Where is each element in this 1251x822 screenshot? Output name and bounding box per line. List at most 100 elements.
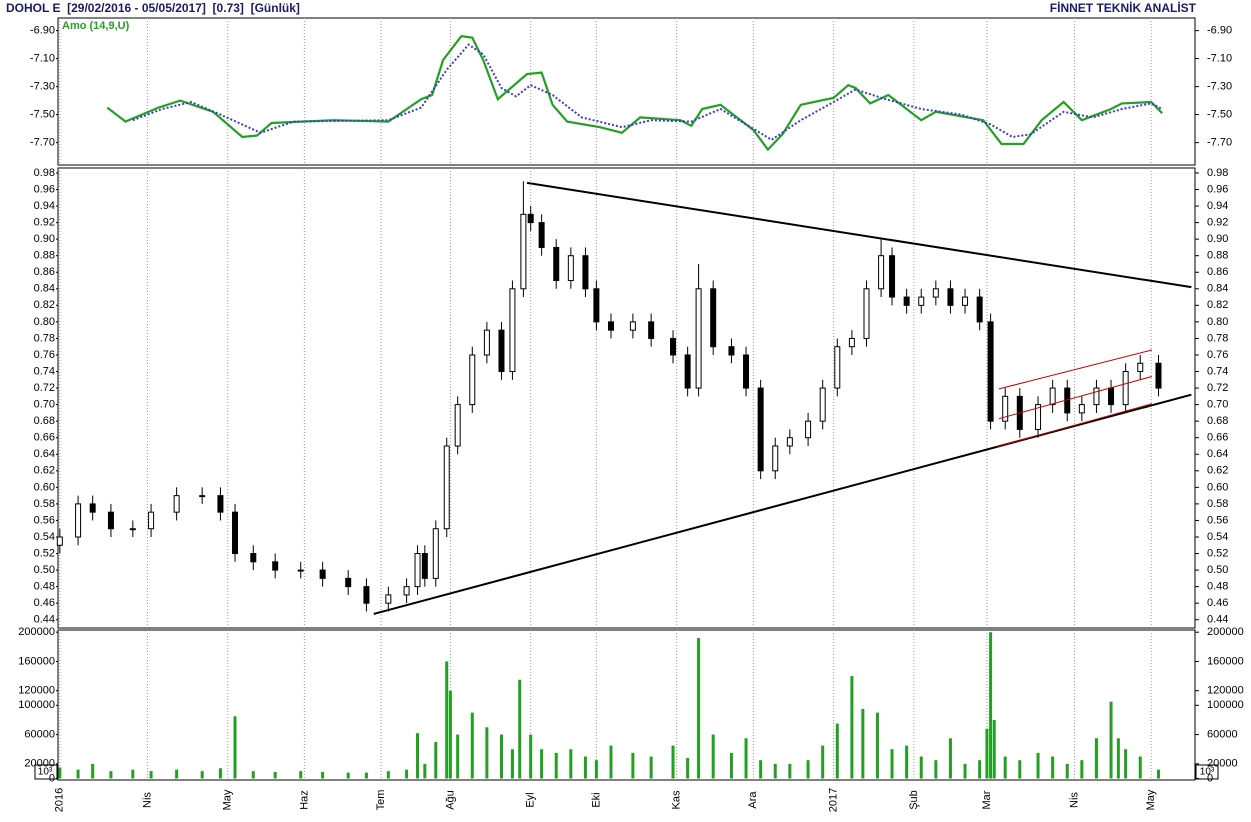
volume-bar bbox=[1003, 756, 1007, 779]
volume-bar bbox=[919, 756, 923, 779]
candle-body bbox=[363, 586, 370, 604]
candle-body bbox=[199, 495, 206, 498]
y-tick-label: 0.60 bbox=[1207, 481, 1228, 493]
volume-bar bbox=[1124, 749, 1128, 779]
volume-bar bbox=[890, 749, 894, 779]
y-tick-label: 60000 bbox=[24, 728, 55, 740]
candle-body bbox=[962, 296, 969, 306]
y-tick-label: 0.92 bbox=[1207, 217, 1228, 229]
y-tick-label: 0 bbox=[1207, 772, 1213, 784]
volume-bar bbox=[821, 745, 825, 779]
volume-bar bbox=[149, 771, 153, 779]
volume-bar bbox=[251, 771, 255, 779]
y-tick-label: 0.82 bbox=[1207, 299, 1228, 311]
y-tick-label: 160000 bbox=[18, 655, 55, 667]
y-tick-label: -7.10 bbox=[30, 53, 55, 65]
candle-body bbox=[232, 511, 239, 555]
volume-bar bbox=[806, 760, 810, 779]
volume-bar bbox=[631, 752, 635, 779]
volume-bar bbox=[518, 679, 522, 779]
y-tick-label: 0.90 bbox=[34, 233, 55, 245]
y-tick-label: 100000 bbox=[1207, 699, 1244, 711]
y-tick-label: 0.86 bbox=[34, 266, 55, 278]
y-tick-label: 0.54 bbox=[1207, 531, 1228, 543]
x-tick-label: Nis bbox=[141, 792, 153, 808]
volume-bar bbox=[529, 734, 533, 779]
volume-bar bbox=[405, 769, 409, 779]
volume-bar bbox=[456, 734, 460, 779]
x-tick-label: May bbox=[1145, 789, 1157, 810]
unit-label: 10³ bbox=[38, 767, 53, 778]
y-tick-label: 0.56 bbox=[34, 514, 55, 526]
y-tick-label: 0.48 bbox=[1207, 581, 1228, 593]
candle-body bbox=[297, 569, 304, 572]
candle-body bbox=[1035, 404, 1042, 430]
y-tick-label: -7.70 bbox=[1207, 137, 1232, 149]
y-tick-label: 0.68 bbox=[1207, 415, 1228, 427]
x-tick-label: Ara bbox=[747, 791, 759, 809]
x-tick-label: Eki bbox=[590, 792, 602, 807]
x-tick-label: Haz bbox=[298, 790, 310, 810]
y-tick-label: 0.86 bbox=[1207, 266, 1228, 278]
trend-line bbox=[373, 393, 1192, 615]
y-tick-label: 0.66 bbox=[1207, 432, 1228, 444]
candle-body bbox=[848, 337, 855, 348]
volume-bar bbox=[499, 734, 503, 779]
volume-bar bbox=[671, 745, 675, 779]
candle-body bbox=[1108, 387, 1115, 406]
volume-bar bbox=[729, 752, 733, 779]
y-tick-label: 0.50 bbox=[1207, 564, 1228, 576]
y-tick-label: 0.74 bbox=[34, 365, 55, 377]
y-tick-label: 160000 bbox=[1207, 655, 1244, 667]
y-tick-label: 0.84 bbox=[1207, 283, 1228, 295]
volume-bar bbox=[175, 769, 179, 779]
candle-body bbox=[1093, 387, 1100, 406]
y-tick-label: 0.72 bbox=[34, 382, 55, 394]
volume-bar bbox=[434, 741, 438, 779]
candle-body bbox=[582, 255, 589, 290]
y-tick-label: 0.98 bbox=[34, 167, 55, 179]
volume-bar bbox=[875, 712, 879, 779]
candle-body bbox=[469, 354, 476, 406]
y-tick-label: -7.10 bbox=[1207, 53, 1232, 65]
y-tick-label: 0.82 bbox=[34, 299, 55, 311]
candle-body bbox=[805, 420, 812, 439]
volume-bar bbox=[1156, 769, 1160, 779]
candle-body bbox=[509, 288, 516, 373]
y-tick-label: 0.52 bbox=[1207, 547, 1228, 559]
candle-body bbox=[743, 354, 750, 389]
candle-body bbox=[498, 329, 505, 373]
candle-body bbox=[567, 255, 574, 282]
candle-body bbox=[250, 553, 257, 563]
unit-box bbox=[34, 764, 58, 780]
trend-line bbox=[998, 376, 1153, 420]
volume-bar bbox=[1116, 738, 1120, 779]
y-tick-label: 0.68 bbox=[34, 415, 55, 427]
candle-body bbox=[607, 321, 614, 331]
volume-bar bbox=[788, 763, 792, 779]
y-tick-label: 0.74 bbox=[1207, 365, 1228, 377]
y-tick-label: -7.30 bbox=[30, 81, 55, 93]
candle-body bbox=[483, 329, 490, 356]
x-tick-label: Şub bbox=[908, 790, 920, 810]
y-tick-label: -7.50 bbox=[1207, 109, 1232, 121]
volume-bar bbox=[934, 760, 938, 779]
candle-body bbox=[878, 255, 885, 290]
candle-body bbox=[947, 288, 954, 306]
y-tick-label: -7.30 bbox=[1207, 81, 1232, 93]
y-tick-label: 0.72 bbox=[1207, 382, 1228, 394]
volume-bar bbox=[386, 771, 390, 779]
y-tick-label: 60000 bbox=[1207, 728, 1238, 740]
candle-body bbox=[56, 536, 63, 546]
candle-body bbox=[443, 445, 450, 530]
candle-body bbox=[75, 503, 82, 538]
candle-body bbox=[695, 288, 702, 389]
y-tick-label: 0.62 bbox=[34, 465, 55, 477]
candle-body bbox=[1155, 362, 1162, 389]
volume-bar bbox=[697, 638, 701, 779]
candle-body bbox=[1002, 395, 1009, 422]
volume-bar bbox=[963, 763, 967, 779]
volume-bar bbox=[861, 708, 865, 779]
x-tick-label: Tem bbox=[375, 790, 387, 811]
